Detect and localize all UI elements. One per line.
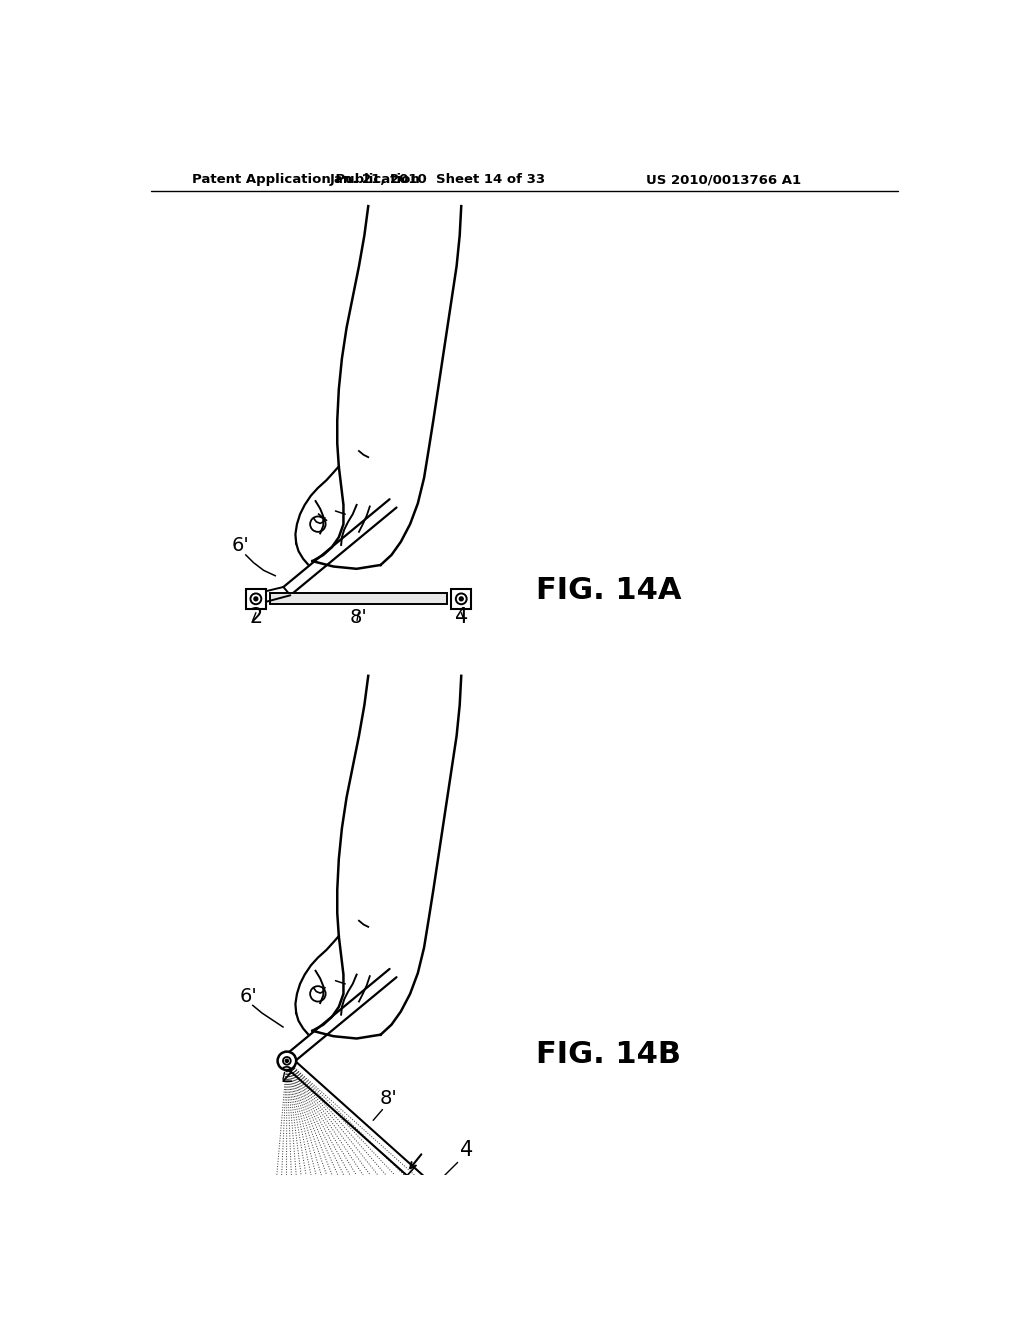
Text: 4: 4 (455, 607, 468, 627)
Circle shape (254, 597, 258, 601)
Text: 6': 6' (240, 986, 257, 1006)
Bar (270, 594, 447, 605)
Text: FIG. 14A: FIG. 14A (536, 576, 681, 605)
Text: 4: 4 (460, 1140, 473, 1160)
Text: 2: 2 (249, 607, 262, 627)
Text: 8': 8' (380, 1089, 397, 1109)
Text: 6': 6' (231, 536, 249, 556)
Text: Patent Application Publication: Patent Application Publication (191, 173, 419, 186)
Circle shape (420, 1179, 439, 1199)
Circle shape (278, 1052, 296, 1071)
Bar (246, 589, 266, 609)
Text: US 2010/0013766 A1: US 2010/0013766 A1 (646, 173, 801, 186)
Bar (421, 1179, 439, 1197)
Text: FIG. 14B: FIG. 14B (536, 1040, 681, 1069)
Text: 8': 8' (349, 609, 368, 627)
Circle shape (428, 1187, 432, 1191)
Text: Jan. 21, 2010  Sheet 14 of 33: Jan. 21, 2010 Sheet 14 of 33 (330, 173, 546, 186)
Circle shape (286, 1059, 289, 1063)
Text: 2: 2 (281, 1067, 294, 1086)
Bar (452, 589, 471, 609)
Circle shape (460, 597, 463, 601)
